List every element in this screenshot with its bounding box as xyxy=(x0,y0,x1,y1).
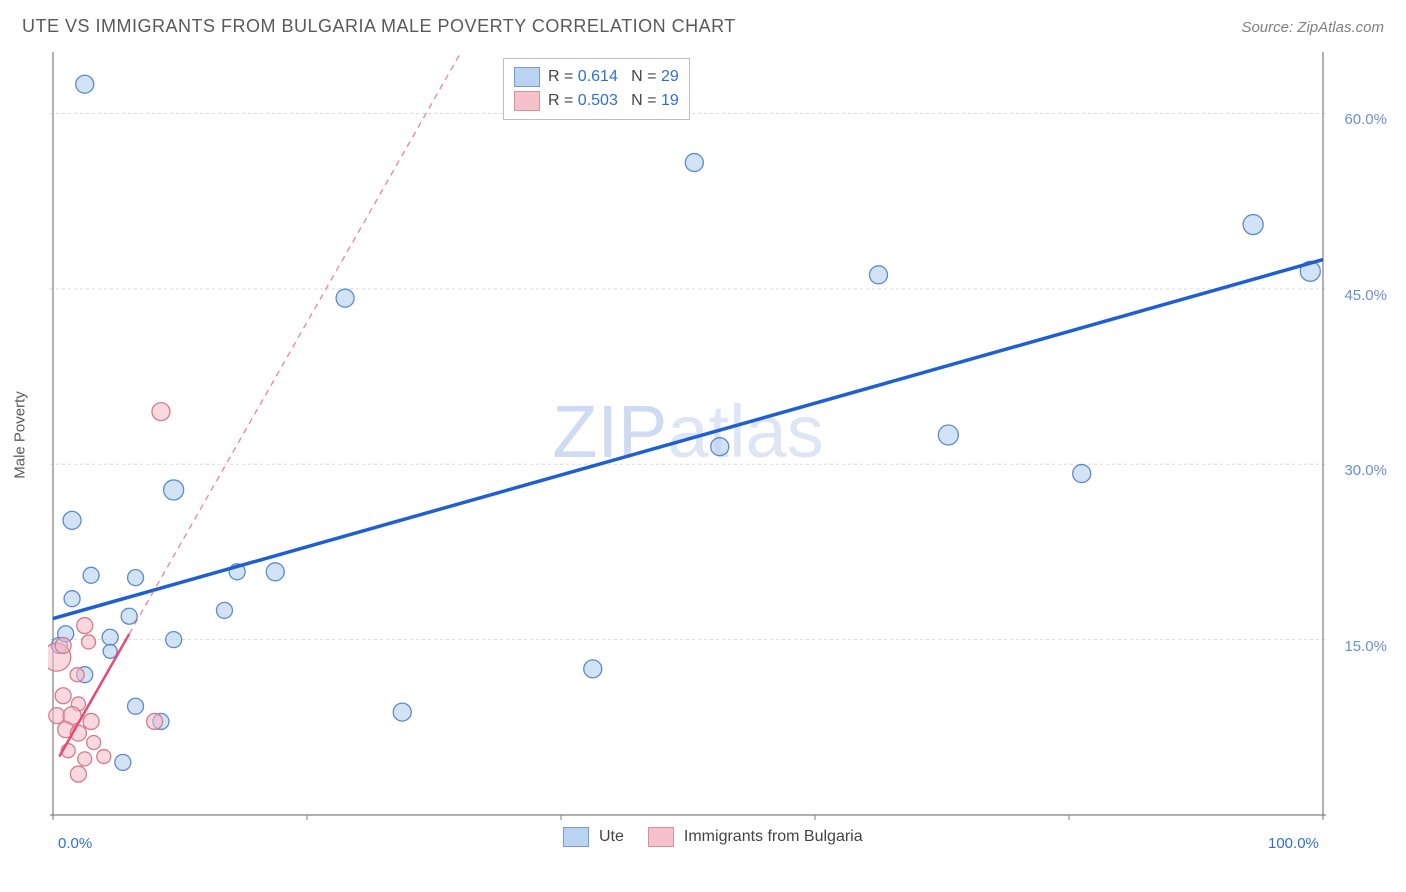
x-tick-label: 0.0% xyxy=(58,835,92,852)
legend-series-label: Ute xyxy=(599,828,624,846)
source-label: Source: ZipAtlas.com xyxy=(1241,19,1384,36)
chart-title: UTE VS IMMIGRANTS FROM BULGARIA MALE POV… xyxy=(22,16,736,37)
y-tick-label: 60.0% xyxy=(1327,111,1387,128)
y-axis-label: Male Poverty xyxy=(12,391,29,479)
correlation-legend: R = 0.614 N = 29R = 0.503 N = 19 xyxy=(503,58,690,120)
legend-series-label: Immigrants from Bulgaria xyxy=(684,828,863,846)
legend-row: R = 0.614 N = 29 xyxy=(514,65,679,89)
legend-swatch xyxy=(563,827,589,847)
scatter-chart: ZIPatlas xyxy=(48,50,1368,820)
legend-stats: R = 0.503 N = 19 xyxy=(548,89,679,113)
legend-row: R = 0.503 N = 19 xyxy=(514,89,679,113)
x-tick-label: 100.0% xyxy=(1268,835,1319,852)
plot-container: Male Poverty ZIPatlas R = 0.614 N = 29R … xyxy=(48,50,1368,820)
legend-swatch xyxy=(514,91,540,111)
y-tick-label: 15.0% xyxy=(1327,638,1387,655)
legend-stats: R = 0.614 N = 29 xyxy=(548,65,679,89)
svg-text:ZIPatlas: ZIPatlas xyxy=(552,390,823,473)
y-tick-label: 30.0% xyxy=(1327,462,1387,479)
legend-swatch xyxy=(514,67,540,87)
series-legend: Ute Immigrants from Bulgaria xyxy=(563,827,877,847)
legend-swatch xyxy=(648,827,674,847)
y-tick-label: 45.0% xyxy=(1327,287,1387,304)
